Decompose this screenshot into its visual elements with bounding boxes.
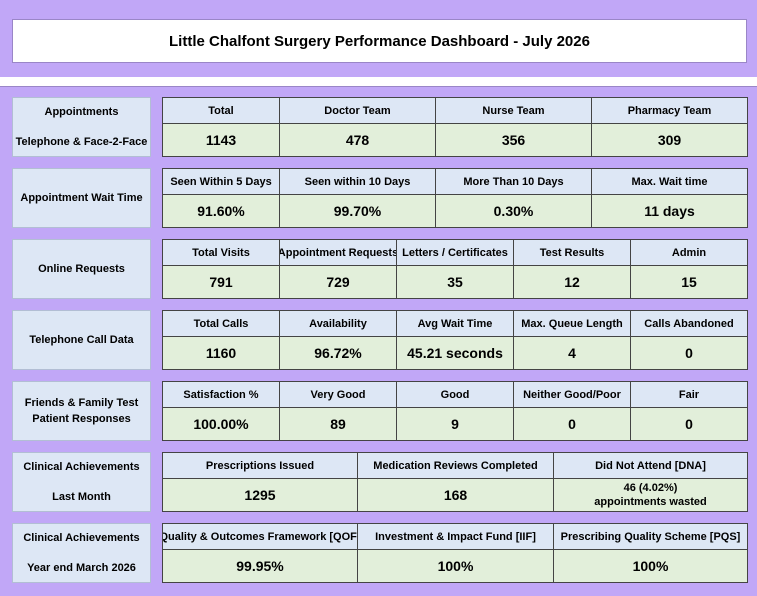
- divider: [0, 77, 757, 87]
- value-seen-5-days: 91.60%: [162, 194, 280, 228]
- section-label-friends-family: Friends & Family Test Patient Responses: [12, 381, 151, 441]
- page-title: Little Chalfont Surgery Performance Dash…: [12, 19, 747, 63]
- value-neither: 0: [513, 407, 631, 441]
- header-availability: Availability: [279, 310, 397, 337]
- header-seen-10-days: Seen within 10 Days: [279, 168, 436, 195]
- header-iif: Investment & Impact Fund [IIF]: [357, 523, 554, 550]
- value-pharmacy-team: 309: [591, 123, 748, 157]
- header-more-than-10-days: More Than 10 Days: [435, 168, 592, 195]
- value-iif: 100%: [357, 549, 554, 583]
- header-max-queue: Max. Queue Length: [513, 310, 631, 337]
- value-prescriptions: 1295: [162, 478, 358, 512]
- value-more-than-10-days: 0.30%: [435, 194, 592, 228]
- section-label-clinical-year-end: Clinical Achievements Year end March 2026: [12, 523, 151, 583]
- value-availability: 96.72%: [279, 336, 397, 370]
- value-nurse-team: 356: [435, 123, 592, 157]
- section-label-telephone: Telephone Call Data: [12, 310, 151, 370]
- header-appointment-requests: Appointment Requests: [279, 239, 397, 266]
- section-label-online-requests: Online Requests: [12, 239, 151, 299]
- value-total-calls: 1160: [162, 336, 280, 370]
- header-very-good: Very Good: [279, 381, 397, 408]
- value-dna: 46 (4.02%) appointments wasted: [553, 478, 748, 512]
- value-total-visits: 791: [162, 265, 280, 299]
- header-calls-abandoned: Calls Abandoned: [630, 310, 748, 337]
- header-satisfaction: Satisfaction %: [162, 381, 280, 408]
- header-total-calls: Total Calls: [162, 310, 280, 337]
- value-test-results: 12: [513, 265, 631, 299]
- value-good: 9: [396, 407, 514, 441]
- header-doctor-team: Doctor Team: [279, 97, 436, 124]
- header-neither: Neither Good/Poor: [513, 381, 631, 408]
- value-calls-abandoned: 0: [630, 336, 748, 370]
- header-prescriptions: Prescriptions Issued: [162, 452, 358, 479]
- value-total: 1143: [162, 123, 280, 157]
- value-medication-reviews: 168: [357, 478, 554, 512]
- header-letters-certificates: Letters / Certificates: [396, 239, 514, 266]
- header-admin: Admin: [630, 239, 748, 266]
- value-appointment-requests: 729: [279, 265, 397, 299]
- value-fair: 0: [630, 407, 748, 441]
- header-fair: Fair: [630, 381, 748, 408]
- value-avg-wait-time: 45.21 seconds: [396, 336, 514, 370]
- value-qof: 99.95%: [162, 549, 358, 583]
- header-avg-wait-time: Avg Wait Time: [396, 310, 514, 337]
- header-seen-5-days: Seen Within 5 Days: [162, 168, 280, 195]
- header-good: Good: [396, 381, 514, 408]
- value-max-wait: 11 days: [591, 194, 748, 228]
- header-dna: Did Not Attend [DNA]: [553, 452, 748, 479]
- section-label-clinical-last-month: Clinical Achievements Last Month: [12, 452, 151, 512]
- header-total-visits: Total Visits: [162, 239, 280, 266]
- value-pqs: 100%: [553, 549, 748, 583]
- value-very-good: 89: [279, 407, 397, 441]
- section-label-appointments: Appointments Telephone & Face-2-Face: [12, 97, 151, 157]
- header-pqs: Prescribing Quality Scheme [PQS]: [553, 523, 748, 550]
- value-letters-certificates: 35: [396, 265, 514, 299]
- header-total: Total: [162, 97, 280, 124]
- value-doctor-team: 478: [279, 123, 436, 157]
- header-pharmacy-team: Pharmacy Team: [591, 97, 748, 124]
- value-admin: 15: [630, 265, 748, 299]
- header-medication-reviews: Medication Reviews Completed: [357, 452, 554, 479]
- header-max-wait: Max. Wait time: [591, 168, 748, 195]
- section-label-wait-time: Appointment Wait Time: [12, 168, 151, 228]
- value-satisfaction: 100.00%: [162, 407, 280, 441]
- value-max-queue: 4: [513, 336, 631, 370]
- header-test-results: Test Results: [513, 239, 631, 266]
- header-nurse-team: Nurse Team: [435, 97, 592, 124]
- header-qof: Quality & Outcomes Framework [QOF]: [162, 523, 358, 550]
- value-seen-10-days: 99.70%: [279, 194, 436, 228]
